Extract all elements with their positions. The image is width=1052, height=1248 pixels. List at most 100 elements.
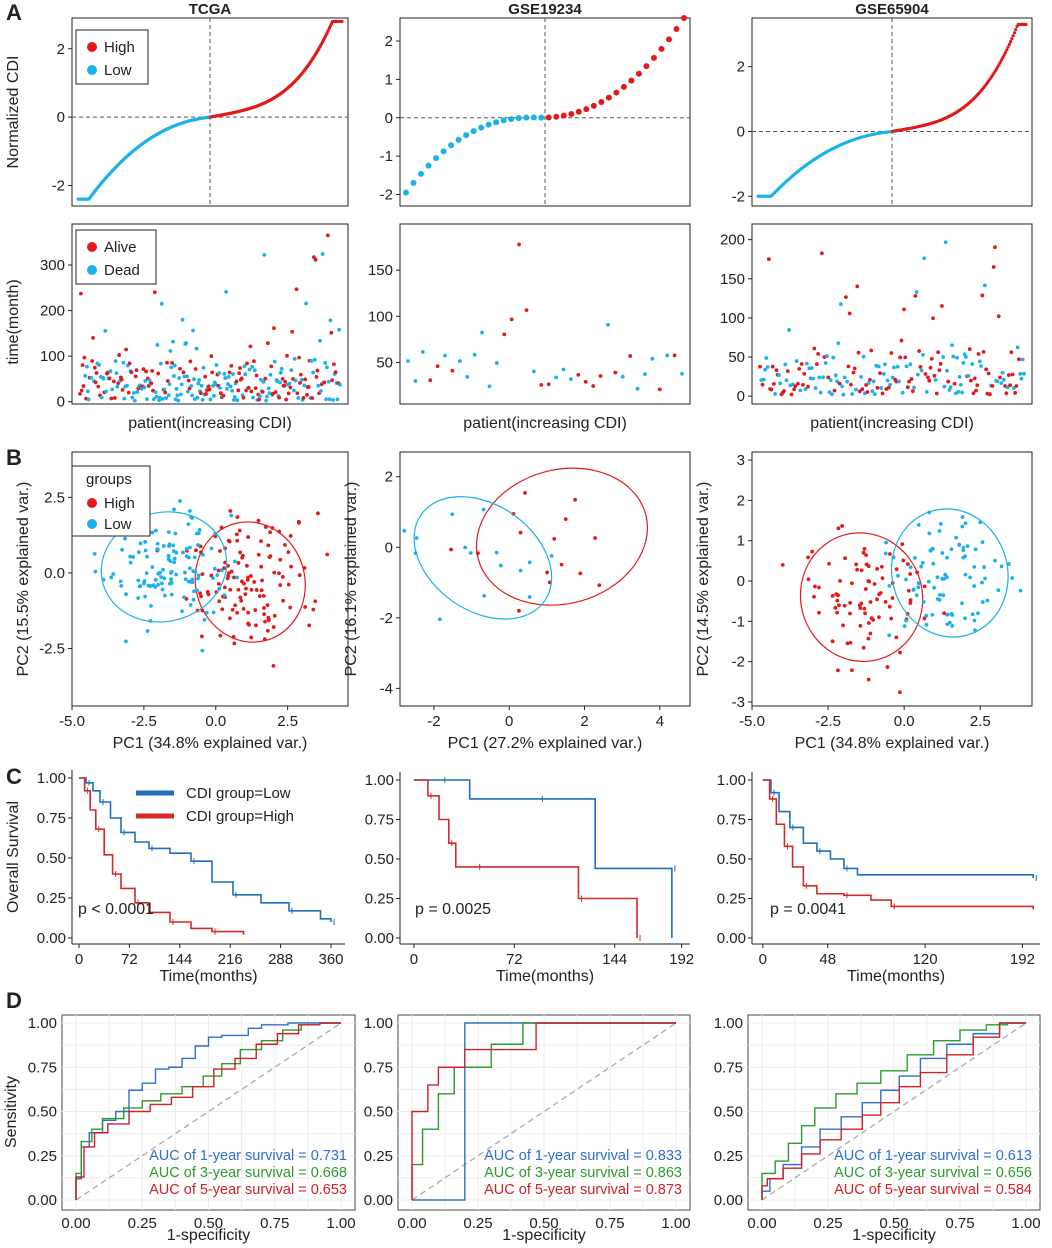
pca-point-high: [243, 592, 248, 597]
y-tick-label: 0.75: [37, 810, 66, 827]
x-tick-label: -2: [427, 713, 440, 730]
time-point-alive: [998, 375, 1002, 380]
time-point-dead: [176, 398, 181, 403]
pca-point-low: [197, 527, 202, 532]
time-point-alive: [303, 377, 308, 382]
pca-point-high: [194, 548, 198, 553]
time-point-alive: [144, 369, 148, 374]
pca-point-low: [949, 547, 954, 552]
pca-point-high: [277, 571, 281, 576]
cdi-point-high: [1001, 55, 1005, 60]
time-point-alive: [852, 366, 857, 371]
time-point-alive: [846, 364, 851, 369]
time-point-dead: [554, 375, 559, 380]
km-y-axis-label: Overall Survival: [5, 801, 22, 913]
time-point-alive: [971, 391, 976, 396]
x-tick-label: 0: [410, 951, 418, 968]
pca-point-high: [281, 598, 286, 603]
time-point-dead: [335, 397, 340, 402]
time-point-alive: [315, 368, 320, 373]
pca-legend-low-dot: [87, 519, 97, 529]
pca-point-high: [905, 562, 910, 566]
cdi-y-axis-label: Normalized CDI: [5, 56, 22, 169]
pca-point-high: [254, 623, 258, 628]
pca-point-low: [137, 584, 142, 589]
time-point-alive: [926, 375, 930, 380]
time-point-dead: [142, 385, 147, 390]
y-tick-label: 0.00: [364, 1192, 393, 1209]
time-point-dead: [487, 384, 492, 389]
pca-point-high: [253, 608, 258, 612]
pca-point-high: [838, 578, 842, 583]
pca-frame: [71, 451, 349, 707]
time-point-dead: [866, 381, 871, 385]
x-tick-label: 192: [669, 951, 694, 968]
time-point-dead: [190, 393, 195, 398]
time-point-dead: [420, 350, 425, 354]
y-tick-label: 0: [57, 109, 65, 126]
time-point-dead: [861, 354, 866, 359]
time-point-dead: [197, 378, 202, 382]
time-point-dead: [223, 376, 228, 380]
pca-point-high: [908, 598, 913, 603]
pca-point-low: [982, 565, 986, 570]
time-point-dead: [999, 381, 1004, 386]
time-point-alive: [1013, 391, 1018, 395]
pca-point-low: [919, 564, 924, 569]
auc-label-0-0: AUC of 1-year survival = 0.731: [149, 1148, 347, 1164]
time-point-alive: [206, 384, 211, 389]
roc-x-axis-label-1: 1-specificity: [502, 1227, 586, 1244]
pca-point-high: [863, 587, 868, 591]
pca-point-high: [249, 587, 254, 592]
cdi-point-high: [340, 19, 344, 24]
time-point-dead: [293, 378, 298, 383]
pca-point-high: [266, 615, 271, 620]
time-point-alive: [178, 366, 182, 371]
time-point-dead: [680, 371, 684, 376]
pca-point-high: [232, 575, 236, 580]
pca-point-low: [143, 594, 147, 599]
pca-point-low: [916, 581, 921, 586]
y-tick-label: 100: [40, 348, 65, 365]
pca-point-low: [155, 541, 160, 546]
time-point-dead: [299, 377, 304, 382]
pca-point-low: [136, 596, 141, 600]
time-point-dead: [643, 372, 647, 377]
time-point-dead: [318, 338, 322, 343]
cdi-point-high: [1000, 58, 1004, 62]
time-point-alive: [450, 368, 455, 373]
legend-low-label: Low: [104, 62, 132, 79]
time-point-dead: [480, 330, 484, 335]
x-tick-label: 0.25: [813, 1215, 842, 1232]
pca-x-axis-label-0: PC1 (34.8% explained var.): [113, 735, 308, 752]
roc-x-axis-label-0: 1-specificity: [167, 1227, 251, 1244]
dataset-title-2: GSE65904: [855, 1, 929, 18]
time-point-dead: [778, 381, 783, 386]
time-point-dead: [154, 394, 159, 399]
time-y-axis-label: time(month): [5, 279, 22, 364]
time-point-alive: [91, 335, 95, 340]
x-tick-label: 0.50: [529, 1215, 558, 1232]
pca-point-low: [186, 579, 191, 584]
time-point-alive: [156, 371, 161, 376]
time-point-dead: [168, 349, 173, 353]
time-point-alive: [209, 354, 214, 359]
time-point-alive: [802, 371, 807, 376]
time-point-dead: [125, 383, 129, 388]
pca-point-high: [817, 610, 821, 615]
pca-point-high: [249, 574, 253, 578]
x-tick-label: 120: [913, 951, 938, 968]
time-point-alive: [221, 393, 226, 398]
time-point-alive: [241, 395, 246, 400]
time-point-dead: [252, 368, 257, 373]
y-tick-label: 100: [720, 310, 745, 327]
pca-point-low: [950, 624, 955, 628]
pca-point-low: [194, 531, 199, 536]
cdi-point-low: [455, 136, 462, 143]
time-point-dead: [199, 383, 204, 388]
time-point-alive: [769, 387, 774, 392]
pca-point-low: [972, 564, 977, 569]
time-point-dead: [845, 379, 850, 384]
pca-point-high: [545, 570, 550, 575]
cdi-point-high: [1011, 34, 1015, 38]
